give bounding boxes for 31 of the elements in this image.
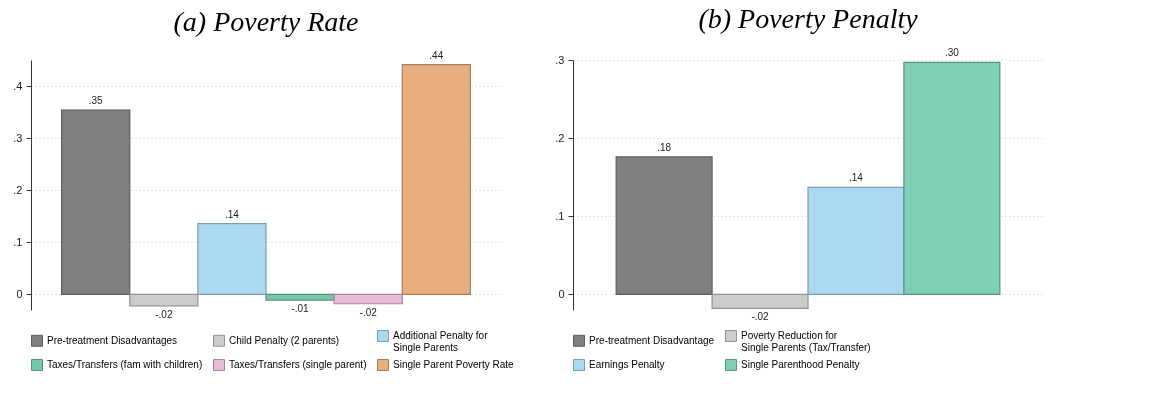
y-tick-label: .2 — [13, 183, 23, 196]
y-tick-label: .4 — [13, 79, 23, 92]
y-tick-label: .3 — [13, 131, 23, 144]
legend-label: Single Parenthood Penalty — [741, 359, 860, 370]
chart-title: (a) Poverty Rate — [173, 5, 359, 37]
y-tick-label: 0 — [558, 287, 565, 300]
y-tick-label: .1 — [13, 235, 23, 248]
legend-label: Additional Penalty for Single Parents — [393, 330, 489, 353]
legend-label: Taxes/Transfers (single parent) — [229, 359, 367, 370]
data-label: -.01 — [291, 303, 310, 315]
data-label: -.02 — [359, 306, 378, 318]
y-tick-label: .1 — [555, 209, 565, 222]
legend-label: Earnings Penalty — [589, 359, 665, 370]
data-label: .44 — [429, 49, 444, 61]
data-label: .35 — [88, 95, 104, 106]
legend-label: Single Parent Poverty Rate — [393, 359, 515, 370]
data-label: .14 — [849, 172, 864, 184]
y-tick-label: .3 — [555, 53, 565, 66]
chart-title: (b) Poverty Penalty — [698, 3, 919, 35]
data-label: .14 — [224, 208, 240, 220]
data-label: .18 — [657, 141, 672, 153]
legend-label: Child Penalty (2 parents) — [229, 334, 340, 346]
legend-label: Pre-treatment Disadvantages — [47, 334, 178, 346]
data-label: .30 — [944, 47, 960, 59]
legend-label: Taxes/Transfers (fam with children) — [47, 359, 203, 370]
legend-label: Poverty Reduction for Single Parents (Tax/Transfer) — [741, 330, 871, 353]
y-tick-label: 0 — [16, 287, 23, 300]
y-tick-label: .2 — [555, 131, 565, 144]
legend-label: Pre-treatment Disadvantage — [589, 334, 715, 346]
data-label: -.02 — [155, 308, 173, 320]
data-label: -.02 — [751, 311, 770, 323]
